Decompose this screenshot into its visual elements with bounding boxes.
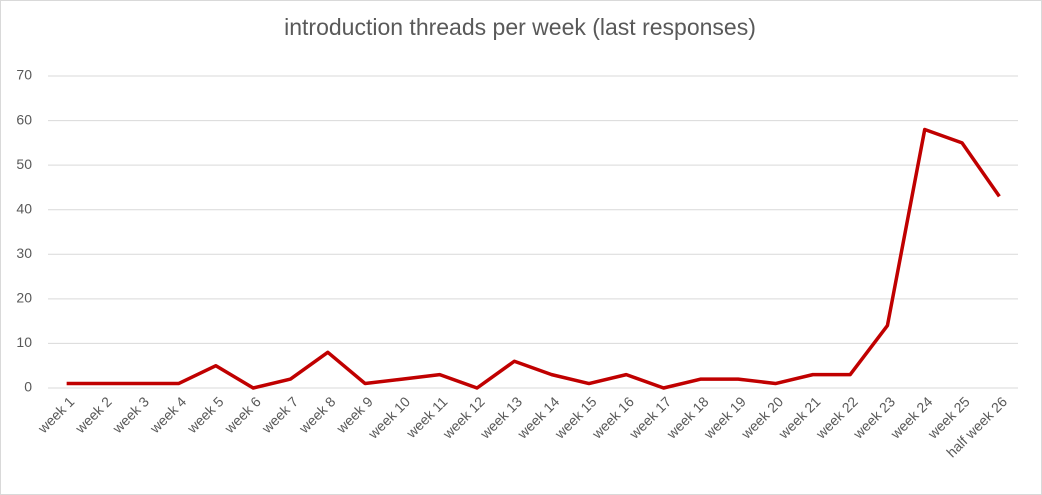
y-tick-label: 0 bbox=[24, 379, 32, 395]
y-tick-label: 50 bbox=[16, 156, 32, 172]
chart-title: introduction threads per week (last resp… bbox=[284, 14, 756, 40]
y-tick-label: 30 bbox=[16, 245, 32, 261]
y-tick-label: 70 bbox=[16, 67, 32, 83]
y-tick-label: 20 bbox=[16, 290, 32, 306]
data-line bbox=[66, 127, 1001, 390]
y-tick-label: 60 bbox=[16, 111, 32, 127]
y-tick-label: 40 bbox=[16, 200, 32, 216]
y-tick-label: 10 bbox=[16, 334, 32, 350]
